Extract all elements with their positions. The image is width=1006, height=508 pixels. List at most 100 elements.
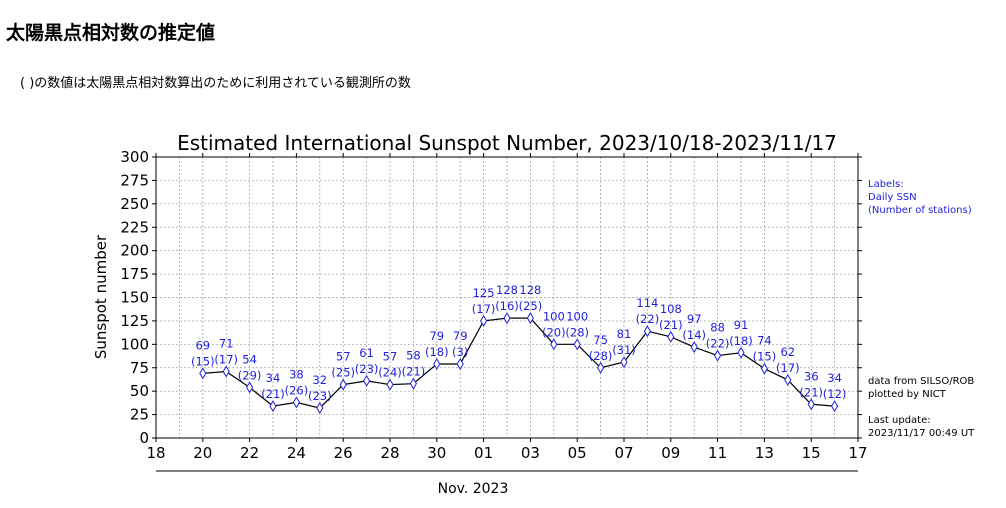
data-label-value: 58 (406, 349, 421, 363)
data-label-value: 75 (593, 333, 608, 347)
data-label-value: 57 (383, 350, 398, 364)
data-label-value: 79 (429, 329, 444, 343)
y-tick-label: 250 (120, 195, 149, 213)
plotted-by-credit: plotted by NICT (868, 389, 947, 400)
x-tick-label: 09 (661, 444, 680, 462)
x-tick-label: 18 (146, 444, 165, 462)
data-label-value: 74 (757, 334, 772, 348)
data-point-marker (386, 378, 394, 391)
data-label-stations: (17) (214, 352, 238, 366)
data-source-credit: data from SILSO/ROB (868, 376, 974, 387)
data-point-marker (316, 402, 324, 414)
data-label-stations: (28) (589, 349, 613, 363)
data-label-value: 100 (543, 309, 565, 323)
last-update-label: Last update: (868, 415, 931, 426)
data-point-marker (597, 361, 605, 374)
data-label-value: 38 (289, 367, 304, 381)
data-label-value: 34 (266, 371, 281, 385)
x-tick-label: 20 (193, 444, 212, 462)
x-axis-label: Nov. 2023 (438, 481, 509, 497)
data-label-stations: (29) (238, 368, 262, 382)
data-label-value: 71 (219, 336, 234, 350)
data-label-stations: (21) (659, 318, 683, 332)
data-label-value: 54 (242, 352, 257, 366)
data-point-marker (199, 367, 207, 380)
data-label-stations: (15) (191, 354, 215, 368)
data-label-stations: (17) (776, 361, 800, 375)
data-label-stations: (22) (636, 312, 660, 326)
y-tick-label: 50 (130, 382, 149, 400)
data-label-stations: (31) (612, 343, 636, 357)
data-label-value: 108 (660, 302, 682, 316)
data-point-marker (503, 312, 511, 325)
data-point-marker (643, 325, 651, 338)
data-point-marker (690, 341, 698, 354)
data-label-stations: (21) (799, 385, 823, 399)
y-tick-label: 0 (139, 429, 149, 447)
y-tick-label: 25 (130, 406, 149, 424)
data-point-marker (339, 378, 347, 391)
x-tick-label: 22 (240, 444, 259, 462)
data-label-stations: (26) (285, 383, 309, 397)
data-label-value: 100 (566, 309, 588, 323)
labels-legend-stations: (Number of stations) (868, 205, 972, 216)
data-point-marker (737, 346, 745, 359)
data-point-marker (550, 338, 558, 351)
data-label-stations: (17) (472, 302, 496, 316)
data-label-value: 97 (687, 312, 702, 326)
data-label-value: 125 (473, 286, 495, 300)
page-title: 太陽黒点相対数の推定値 (6, 22, 216, 44)
x-tick-label: 03 (521, 444, 540, 462)
y-tick-label: 275 (120, 171, 149, 189)
data-label-stations: (18) (425, 345, 449, 359)
data-point-marker (831, 400, 839, 413)
data-point-marker (807, 398, 815, 411)
data-label-stations: (14) (682, 328, 706, 342)
data-point-marker (269, 400, 277, 413)
data-label-stations: (12) (823, 387, 847, 401)
y-tick-label: 125 (120, 312, 149, 330)
data-label-stations: (3) (452, 345, 468, 359)
data-label-value: 91 (734, 318, 749, 332)
data-point-marker (714, 349, 722, 362)
y-tick-label: 300 (120, 148, 149, 166)
data-point-marker (292, 396, 300, 409)
plot-frame (155, 156, 859, 439)
station-count-note: ( )の数値は太陽黒点相対数算出のために利用されている観測所の数 (20, 76, 411, 91)
labels-legend-heading: Labels: (868, 179, 904, 190)
data-point-marker (760, 362, 768, 375)
data-label-stations: (24) (378, 366, 402, 380)
data-point-marker (409, 377, 417, 390)
data-point-marker (784, 373, 792, 386)
x-tick-label: 01 (474, 444, 493, 462)
data-label-stations: (20) (542, 325, 566, 339)
last-update-time: 2023/11/17 00:49 UT (868, 428, 975, 439)
x-tick-label: 17 (848, 444, 867, 462)
data-label-stations: (23) (308, 389, 332, 403)
x-tick-label: 15 (802, 444, 821, 462)
data-label-value: 114 (636, 296, 658, 310)
data-label-stations: (22) (706, 337, 730, 351)
x-tick-label: 07 (614, 444, 633, 462)
data-label-value: 62 (780, 345, 795, 359)
data-label-value: 34 (827, 371, 842, 385)
data-label-value: 69 (195, 338, 210, 352)
x-tick-label: 30 (427, 444, 446, 462)
y-tick-label: 100 (120, 335, 149, 353)
data-label-value: 81 (617, 327, 632, 341)
data-point-marker (573, 338, 581, 351)
data-label-value: 79 (453, 329, 468, 343)
labels-legend-value: Daily SSN (868, 192, 917, 203)
data-point-marker (246, 381, 254, 394)
data-label-value: 57 (336, 350, 351, 364)
y-tick-label: 75 (130, 359, 149, 377)
y-axis-label: Sunspot number (92, 234, 110, 359)
data-point-marker (480, 314, 488, 327)
data-label-stations: (28) (565, 325, 589, 339)
data-label-value: 61 (359, 346, 374, 360)
data-label-stations: (25) (519, 299, 543, 313)
data-point-marker (620, 356, 628, 369)
x-tick-label: 24 (287, 444, 306, 462)
data-point-marker (667, 330, 675, 343)
